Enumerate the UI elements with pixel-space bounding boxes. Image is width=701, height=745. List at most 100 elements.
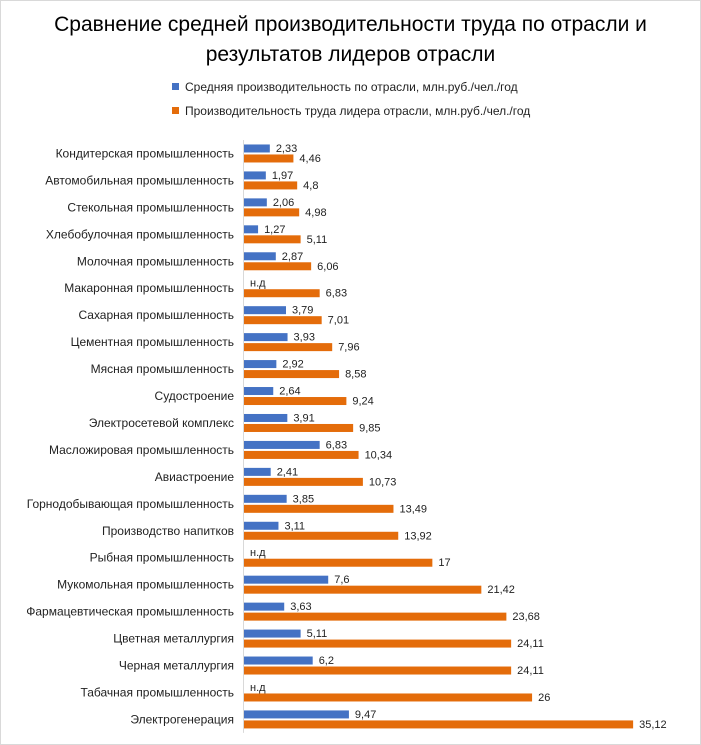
bar-average [244, 252, 276, 261]
bar-average [244, 602, 285, 611]
data-label-average: 3,93 [294, 332, 315, 344]
data-label-leader: 5,11 [307, 234, 328, 246]
legend-label-leader: Производительность труда лидера отрасли,… [185, 104, 531, 118]
data-label-average: 2,64 [279, 386, 300, 398]
data-label-leader: 13,49 [399, 503, 427, 515]
data-label-average: 6,83 [326, 439, 347, 451]
data-label-leader: 35,12 [639, 719, 667, 731]
bar-leader [244, 612, 507, 621]
bar-leader [244, 693, 533, 702]
bar-leader [244, 289, 320, 298]
chart-title: Сравнение средней производительности тру… [0, 10, 701, 70]
bar-average [244, 144, 270, 153]
legend-swatch-leader [172, 107, 179, 115]
legend-item-leader: Производительность труда лидера отрасли,… [172, 104, 530, 118]
bar-leader [244, 504, 394, 513]
data-label-average: 3,11 [284, 520, 305, 532]
data-label-leader: 24,11 [517, 638, 544, 650]
category-label: Фармацевтическая промышленность [26, 605, 234, 619]
category-label: Цветная металлургия [113, 632, 234, 646]
bar-leader [244, 154, 294, 163]
data-label-leader: 26 [538, 692, 550, 704]
data-label-leader: 8,58 [345, 369, 366, 381]
data-label-leader: 6,83 [326, 288, 347, 300]
data-label-average: н.д [250, 547, 266, 559]
data-label-leader: 17 [438, 557, 450, 569]
bar-average [244, 629, 301, 638]
data-label-average: н.д [250, 682, 266, 694]
bar-average [244, 656, 313, 665]
data-label-average: 2,87 [282, 251, 303, 263]
data-label-average: 9,47 [355, 709, 376, 721]
category-label: Сахарная промышленность [78, 308, 234, 322]
category-label: Молочная промышленность [77, 254, 234, 268]
bar-leader [244, 343, 333, 352]
bar-leader [244, 262, 312, 271]
bar-leader [244, 531, 399, 540]
category-label: Горнодобывающая промышленность [27, 497, 234, 511]
category-label: Стекольная промышленность [67, 200, 234, 214]
bar-leader [244, 585, 482, 594]
bar-leader [244, 316, 322, 325]
category-label: Кондитерская промышленность [56, 146, 234, 160]
data-label-average: 3,91 [293, 412, 314, 424]
data-label-average: 5,11 [307, 628, 328, 640]
data-label-average: 3,85 [293, 493, 314, 505]
bar-leader [244, 477, 363, 486]
bar-average [244, 521, 279, 530]
data-label-leader: 4,46 [299, 153, 320, 165]
bar-average [244, 333, 288, 342]
chart-title-line-1: Сравнение средней производительности тру… [54, 13, 647, 36]
category-label: Авиастроение [155, 470, 235, 484]
bar-average [244, 225, 259, 234]
category-label: Производство напитков [102, 524, 234, 538]
data-label-leader: 10,73 [369, 476, 397, 488]
category-label: Макаронная промышленность [64, 281, 234, 295]
data-label-leader: 6,06 [317, 261, 338, 273]
bar-average [244, 710, 349, 719]
data-label-average: 2,33 [276, 143, 297, 155]
data-label-average: 7,6 [334, 574, 349, 586]
category-label: Электрогенерация [130, 712, 234, 726]
data-label-average: 2,92 [282, 359, 303, 371]
category-label: Черная металлургия [119, 659, 234, 673]
bar-average [244, 440, 320, 449]
data-label-leader: 7,96 [338, 342, 359, 354]
bar-average [244, 306, 286, 315]
bar-leader [244, 208, 300, 217]
category-label: Табачная промышленность [80, 685, 234, 699]
bar-average [244, 171, 266, 180]
bar-average [244, 387, 274, 396]
data-label-leader: 21,42 [487, 584, 515, 596]
category-label: Мукомольная промышленность [57, 578, 234, 592]
bar-leader [244, 370, 340, 379]
legend-swatch-average [172, 83, 179, 91]
bar-leader [244, 639, 512, 648]
data-label-average: 6,2 [319, 655, 334, 667]
bar-leader [244, 666, 512, 675]
bar-leader [244, 397, 347, 406]
bar-leader [244, 720, 634, 729]
chart-title-line-2: результатов лидеров отрасли [205, 43, 496, 66]
data-label-average: 1,97 [272, 170, 293, 182]
bar-average [244, 413, 288, 422]
bar-average [244, 198, 267, 207]
bar-leader [244, 450, 359, 459]
data-label-average: 2,41 [277, 466, 298, 478]
data-label-average: 2,06 [273, 197, 294, 209]
category-label: Цементная промышленность [71, 335, 234, 349]
bar-average [244, 467, 271, 476]
bar-average [244, 575, 329, 584]
bar-leader [244, 235, 301, 244]
category-label: Электросетевой комплекс [89, 416, 234, 430]
category-label: Масложировая промышленность [49, 443, 234, 457]
bar-leader [244, 181, 298, 190]
bar-leader [244, 558, 433, 567]
category-label: Хлебобулочная промышленность [46, 227, 234, 241]
data-label-leader: 10,34 [365, 449, 393, 461]
data-label-leader: 7,01 [328, 315, 349, 327]
bar-leader [244, 423, 354, 432]
data-label-leader: 4,98 [305, 207, 326, 219]
category-label: Рыбная промышленность [90, 551, 234, 565]
